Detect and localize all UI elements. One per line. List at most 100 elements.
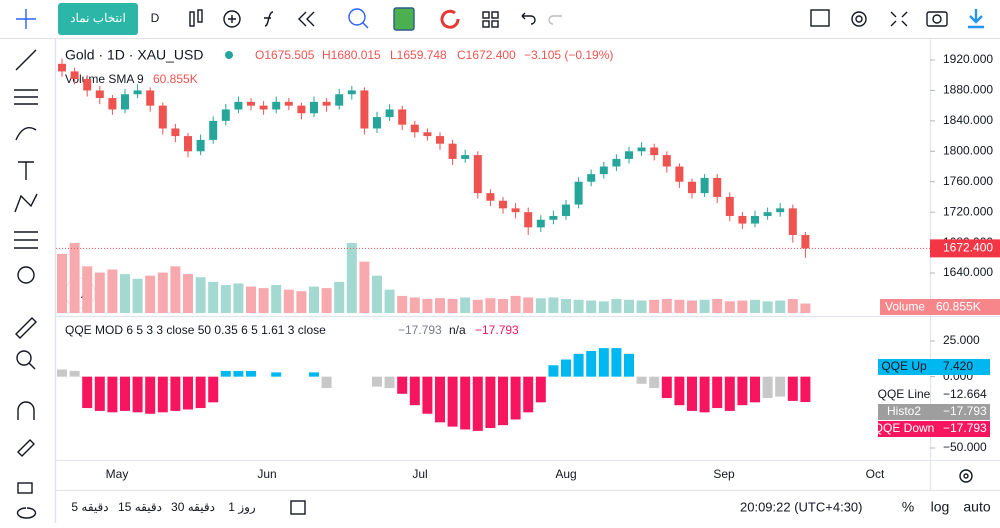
volume-bar xyxy=(724,301,735,313)
symbol-button[interactable] xyxy=(58,3,138,35)
ohlc-open: O1675.505 xyxy=(255,48,315,62)
y-tick-label: 25.000 xyxy=(943,333,980,347)
volume-bar xyxy=(321,288,332,313)
volume-bar xyxy=(82,266,93,313)
percent-button[interactable]: % xyxy=(902,499,914,515)
candle-body xyxy=(625,151,633,159)
qqe-bar xyxy=(132,376,143,413)
candle-body xyxy=(788,208,797,235)
volume-value: 60.855K xyxy=(936,300,981,314)
candle-body xyxy=(574,181,583,205)
qqe-bar xyxy=(510,376,521,420)
qqe-bar xyxy=(397,376,408,394)
candle-body xyxy=(587,174,596,182)
y-tick-label: −50.000 xyxy=(943,440,987,454)
y-tick-label: 1640.000 xyxy=(943,265,993,279)
auto-button[interactable]: auto xyxy=(963,499,990,515)
volume-bar xyxy=(94,272,105,313)
range-button[interactable]: 5 دقیقه xyxy=(71,500,108,514)
qqe-bar xyxy=(661,376,672,399)
volume-bar xyxy=(687,300,697,313)
volume-bar xyxy=(384,289,395,313)
candle-body xyxy=(297,105,306,114)
range-button[interactable]: 30 دقیقه xyxy=(171,500,215,514)
candle-body xyxy=(410,124,419,133)
candle-body xyxy=(171,128,180,137)
scale-label-box xyxy=(930,421,990,437)
candle-body xyxy=(549,215,558,220)
qqe-bar xyxy=(435,376,445,423)
volume-bar xyxy=(334,281,345,313)
qqe-bar xyxy=(535,376,546,403)
candle-body xyxy=(196,139,205,152)
volume-bar xyxy=(762,301,773,313)
volume-bar xyxy=(157,272,168,313)
symbol-button-label[interactable]: انتخاب نماد xyxy=(70,11,126,25)
toolbar-icons[interactable] xyxy=(189,7,984,31)
y-tick-label: 1880.000 xyxy=(943,83,993,97)
volume-bar xyxy=(699,299,710,313)
candle-body xyxy=(310,101,318,114)
x-tick-label: Jun xyxy=(257,467,276,481)
ohlc-high: H1680.015 xyxy=(322,48,381,62)
interval-button[interactable]: D xyxy=(151,11,160,25)
volume-bar xyxy=(800,303,811,313)
candle-body xyxy=(637,147,646,152)
candle-body xyxy=(688,181,696,194)
date-range-icon[interactable] xyxy=(290,500,306,515)
ohlc-close: C1672.400 xyxy=(457,48,516,62)
candle-body xyxy=(662,155,671,167)
qqe-bar xyxy=(750,376,760,403)
log-button[interactable]: log xyxy=(931,499,950,515)
candle-body xyxy=(373,117,381,129)
qqe-bar xyxy=(157,376,168,413)
candle-body xyxy=(436,136,444,144)
candle-body xyxy=(562,204,570,216)
qqe-bar xyxy=(598,348,609,377)
qqe-bar xyxy=(787,376,798,401)
candle-body xyxy=(108,98,117,110)
volume-bar xyxy=(107,269,118,313)
qqe-bar xyxy=(485,376,496,429)
candle-body xyxy=(221,109,230,121)
qqe-bar xyxy=(82,376,93,409)
scale-label-name: QQE Line xyxy=(878,387,931,401)
qqe-bar xyxy=(687,376,697,411)
settings-gear[interactable] xyxy=(959,469,973,483)
volume-bar xyxy=(69,243,80,313)
scale-label-value: −17.793 xyxy=(943,421,987,435)
scale-label-name: Histo2 xyxy=(887,404,921,418)
qqe-bar xyxy=(246,370,256,377)
y-tick-label: 1720.000 xyxy=(943,204,993,218)
volume-bar xyxy=(737,300,748,313)
range-button[interactable]: 15 دقیقه xyxy=(118,500,162,514)
qqe-bar xyxy=(573,353,584,377)
volume-bar xyxy=(548,297,559,313)
candle-body xyxy=(272,101,281,110)
pane-borders xyxy=(56,38,1000,491)
top-toolbar: انتخاب نماد D xyxy=(0,3,1000,39)
scale-label-box xyxy=(878,404,930,420)
candle-body xyxy=(536,219,545,228)
left-toolbar[interactable] xyxy=(14,9,57,523)
qqe-bar xyxy=(183,376,193,410)
candle-body xyxy=(675,166,684,182)
candle-body xyxy=(234,101,243,110)
qqe-bar xyxy=(107,376,118,413)
qqe-bar xyxy=(586,350,597,377)
volume-name-box xyxy=(880,299,930,315)
volume-bar xyxy=(573,299,584,313)
volume-bar xyxy=(296,291,307,313)
symbol-legend: Gold · 1D · XAU_USD xyxy=(65,47,203,63)
volume-bar xyxy=(712,299,723,313)
candle-body xyxy=(725,196,734,216)
scale-label-name: QQE Down xyxy=(874,421,935,435)
x-tick-label: May xyxy=(106,467,129,481)
range-button[interactable]: 1 روز xyxy=(228,500,256,514)
volume-bar xyxy=(460,297,471,313)
qqe-bar xyxy=(624,353,634,377)
x-tick-label: Aug xyxy=(555,467,576,481)
scale-label-name: QQE Up xyxy=(881,359,927,373)
qqe-bar xyxy=(447,376,458,427)
candle-body xyxy=(121,94,129,110)
